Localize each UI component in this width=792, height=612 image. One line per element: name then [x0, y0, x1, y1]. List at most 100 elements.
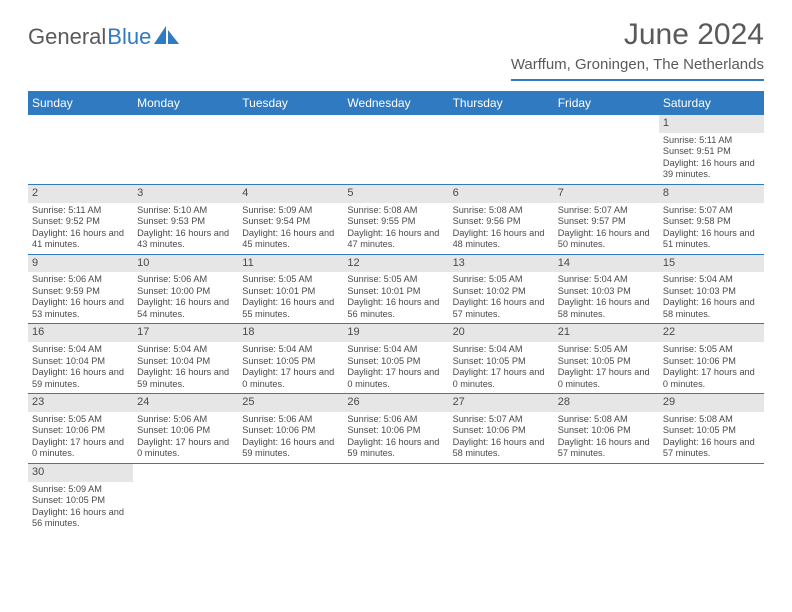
week-row: 30Sunrise: 5:09 AMSunset: 10:05 PMDaylig…: [28, 464, 764, 533]
day-number: 1: [659, 115, 764, 133]
day-number: 7: [554, 185, 659, 203]
weeks-container: 1Sunrise: 5:11 AMSunset: 9:51 PMDaylight…: [28, 115, 764, 533]
day-text: Sunrise: 5:09 AMSunset: 10:05 PMDaylight…: [28, 482, 133, 533]
day-text: Sunrise: 5:05 AMSunset: 10:01 PMDaylight…: [343, 272, 448, 323]
day-text: Sunrise: 5:04 AMSunset: 10:05 PMDaylight…: [343, 342, 448, 393]
day-cell: 12Sunrise: 5:05 AMSunset: 10:01 PMDaylig…: [343, 255, 448, 324]
dayheader: Wednesday: [343, 91, 448, 115]
day-text: Sunrise: 5:04 AMSunset: 10:05 PMDaylight…: [449, 342, 554, 393]
day-number: 18: [238, 324, 343, 342]
day-number: 4: [238, 185, 343, 203]
day-cell: 5Sunrise: 5:08 AMSunset: 9:55 PMDaylight…: [343, 185, 448, 254]
day-number: 12: [343, 255, 448, 273]
day-cell: 16Sunrise: 5:04 AMSunset: 10:04 PMDaylig…: [28, 324, 133, 393]
day-text: Sunrise: 5:05 AMSunset: 10:01 PMDaylight…: [238, 272, 343, 323]
day-cell: 23Sunrise: 5:05 AMSunset: 10:06 PMDaylig…: [28, 394, 133, 463]
dayheader: Thursday: [449, 91, 554, 115]
location: Warffum, Groningen, The Netherlands: [511, 56, 764, 81]
day-number: 30: [28, 464, 133, 482]
day-number: 16: [28, 324, 133, 342]
month-title: June 2024: [511, 18, 764, 52]
day-text: Sunrise: 5:04 AMSunset: 10:04 PMDaylight…: [28, 342, 133, 393]
day-text: Sunrise: 5:08 AMSunset: 9:56 PMDaylight:…: [449, 203, 554, 254]
day-number: 29: [659, 394, 764, 412]
dayheader: Friday: [554, 91, 659, 115]
logo-text-1: General: [28, 24, 106, 50]
day-text: Sunrise: 5:11 AMSunset: 9:51 PMDaylight:…: [659, 133, 764, 184]
empty-cell: [238, 115, 343, 184]
empty-cell: [343, 115, 448, 184]
empty-cell: [554, 115, 659, 184]
day-cell: 8Sunrise: 5:07 AMSunset: 9:58 PMDaylight…: [659, 185, 764, 254]
empty-cell: [133, 115, 238, 184]
day-cell: 28Sunrise: 5:08 AMSunset: 10:06 PMDaylig…: [554, 394, 659, 463]
day-cell: 24Sunrise: 5:06 AMSunset: 10:06 PMDaylig…: [133, 394, 238, 463]
day-cell: 25Sunrise: 5:06 AMSunset: 10:06 PMDaylig…: [238, 394, 343, 463]
day-cell: 3Sunrise: 5:10 AMSunset: 9:53 PMDaylight…: [133, 185, 238, 254]
day-cell: 22Sunrise: 5:05 AMSunset: 10:06 PMDaylig…: [659, 324, 764, 393]
day-cell: 29Sunrise: 5:08 AMSunset: 10:05 PMDaylig…: [659, 394, 764, 463]
day-text: Sunrise: 5:07 AMSunset: 9:58 PMDaylight:…: [659, 203, 764, 254]
logo-text-2: Blue: [107, 24, 151, 50]
day-number: 9: [28, 255, 133, 273]
day-cell: 20Sunrise: 5:04 AMSunset: 10:05 PMDaylig…: [449, 324, 554, 393]
day-number: 3: [133, 185, 238, 203]
day-text: Sunrise: 5:05 AMSunset: 10:02 PMDaylight…: [449, 272, 554, 323]
dayheader-row: SundayMondayTuesdayWednesdayThursdayFrid…: [28, 91, 764, 115]
day-text: Sunrise: 5:06 AMSunset: 10:00 PMDaylight…: [133, 272, 238, 323]
day-number: 27: [449, 394, 554, 412]
day-cell: 27Sunrise: 5:07 AMSunset: 10:06 PMDaylig…: [449, 394, 554, 463]
dayheader: Tuesday: [238, 91, 343, 115]
day-number: 8: [659, 185, 764, 203]
day-number: 6: [449, 185, 554, 203]
calendar: SundayMondayTuesdayWednesdayThursdayFrid…: [28, 91, 764, 533]
day-cell: 2Sunrise: 5:11 AMSunset: 9:52 PMDaylight…: [28, 185, 133, 254]
day-text: Sunrise: 5:07 AMSunset: 10:06 PMDaylight…: [449, 412, 554, 463]
empty-cell: [238, 464, 343, 533]
day-cell: 4Sunrise: 5:09 AMSunset: 9:54 PMDaylight…: [238, 185, 343, 254]
empty-cell: [28, 115, 133, 184]
day-text: Sunrise: 5:04 AMSunset: 10:05 PMDaylight…: [238, 342, 343, 393]
day-number: 20: [449, 324, 554, 342]
day-text: Sunrise: 5:06 AMSunset: 10:06 PMDaylight…: [343, 412, 448, 463]
day-cell: 30Sunrise: 5:09 AMSunset: 10:05 PMDaylig…: [28, 464, 133, 533]
day-text: Sunrise: 5:09 AMSunset: 9:54 PMDaylight:…: [238, 203, 343, 254]
day-text: Sunrise: 5:05 AMSunset: 10:06 PMDaylight…: [659, 342, 764, 393]
day-text: Sunrise: 5:06 AMSunset: 10:06 PMDaylight…: [133, 412, 238, 463]
empty-cell: [659, 464, 764, 533]
day-text: Sunrise: 5:10 AMSunset: 9:53 PMDaylight:…: [133, 203, 238, 254]
day-number: 28: [554, 394, 659, 412]
day-cell: 19Sunrise: 5:04 AMSunset: 10:05 PMDaylig…: [343, 324, 448, 393]
day-number: 26: [343, 394, 448, 412]
day-number: 2: [28, 185, 133, 203]
day-text: Sunrise: 5:11 AMSunset: 9:52 PMDaylight:…: [28, 203, 133, 254]
day-cell: 18Sunrise: 5:04 AMSunset: 10:05 PMDaylig…: [238, 324, 343, 393]
day-text: Sunrise: 5:05 AMSunset: 10:06 PMDaylight…: [28, 412, 133, 463]
day-number: 23: [28, 394, 133, 412]
day-text: Sunrise: 5:05 AMSunset: 10:05 PMDaylight…: [554, 342, 659, 393]
dayheader: Monday: [133, 91, 238, 115]
week-row: 2Sunrise: 5:11 AMSunset: 9:52 PMDaylight…: [28, 185, 764, 255]
day-number: 11: [238, 255, 343, 273]
day-number: 5: [343, 185, 448, 203]
day-text: Sunrise: 5:04 AMSunset: 10:03 PMDaylight…: [659, 272, 764, 323]
title-block: June 2024 Warffum, Groningen, The Nether…: [511, 18, 764, 81]
day-text: Sunrise: 5:08 AMSunset: 9:55 PMDaylight:…: [343, 203, 448, 254]
day-number: 21: [554, 324, 659, 342]
empty-cell: [449, 115, 554, 184]
day-number: 13: [449, 255, 554, 273]
day-cell: 6Sunrise: 5:08 AMSunset: 9:56 PMDaylight…: [449, 185, 554, 254]
header: GeneralBlue June 2024 Warffum, Groningen…: [0, 0, 792, 87]
day-text: Sunrise: 5:04 AMSunset: 10:04 PMDaylight…: [133, 342, 238, 393]
day-number: 10: [133, 255, 238, 273]
day-cell: 13Sunrise: 5:05 AMSunset: 10:02 PMDaylig…: [449, 255, 554, 324]
dayheader: Saturday: [659, 91, 764, 115]
empty-cell: [449, 464, 554, 533]
week-row: 16Sunrise: 5:04 AMSunset: 10:04 PMDaylig…: [28, 324, 764, 394]
day-number: 15: [659, 255, 764, 273]
week-row: 1Sunrise: 5:11 AMSunset: 9:51 PMDaylight…: [28, 115, 764, 185]
day-number: 25: [238, 394, 343, 412]
day-cell: 11Sunrise: 5:05 AMSunset: 10:01 PMDaylig…: [238, 255, 343, 324]
day-cell: 21Sunrise: 5:05 AMSunset: 10:05 PMDaylig…: [554, 324, 659, 393]
day-cell: 9Sunrise: 5:06 AMSunset: 9:59 PMDaylight…: [28, 255, 133, 324]
